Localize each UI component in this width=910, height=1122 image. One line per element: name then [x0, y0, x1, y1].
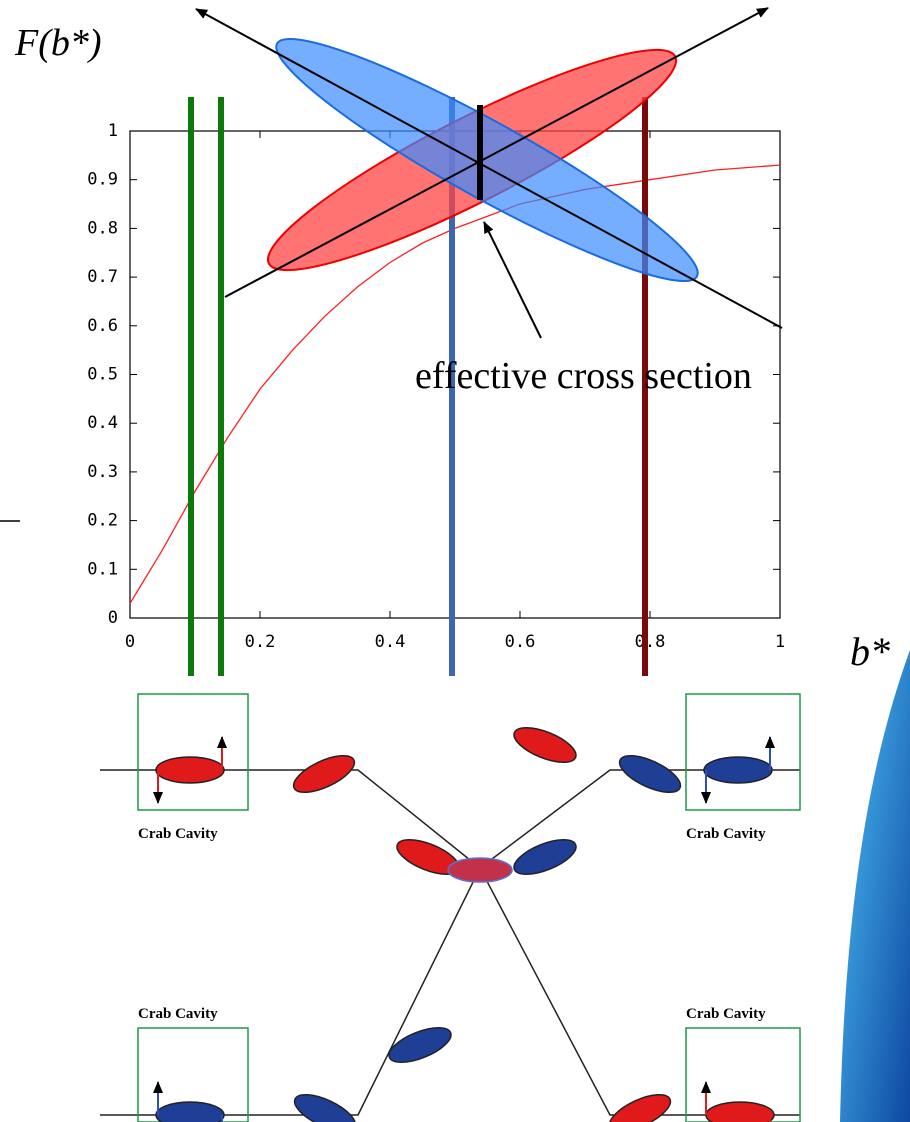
bunch	[289, 748, 360, 799]
beam-path	[100, 770, 800, 1115]
bunch	[510, 833, 581, 882]
y-tick-label: 0.5	[87, 365, 118, 385]
x-tick-label: 0.8	[635, 632, 666, 652]
bunch	[706, 1102, 774, 1122]
y-tick-label: 0.1	[87, 559, 118, 579]
bunch	[615, 748, 686, 799]
x-axis-label: b*	[850, 629, 890, 674]
y-tick-label: 0.8	[87, 218, 118, 238]
bunch	[704, 757, 772, 783]
bunch	[156, 757, 224, 783]
y-tick-label: 0	[108, 608, 118, 628]
y-tick-label: 0.4	[87, 413, 118, 433]
cavity-label: Crab Cavity	[138, 1006, 218, 1022]
x-tick-label: 0.6	[505, 632, 536, 652]
page: 0 0.1 0.2 0.3 0.4 0.5 0.6 0.7 0.8 0.9 1 0 0.2 0.4 0.6 0…	[0, 0, 910, 1122]
x-tick-label: 1	[775, 632, 785, 652]
bunch	[290, 1087, 361, 1122]
decor-stripe	[840, 650, 910, 1122]
y-tick-label: 0.7	[87, 267, 118, 287]
x-tick-label: 0.4	[375, 632, 406, 652]
y-axis-label: F(b*)	[14, 22, 102, 64]
bunch	[510, 721, 581, 770]
cavity-label: Crab Cavity	[686, 1006, 766, 1022]
bunch	[605, 1087, 676, 1122]
y-tick-label: 1	[108, 121, 118, 141]
collision	[448, 858, 512, 882]
arrow	[484, 222, 541, 338]
bunch	[156, 1102, 224, 1122]
slide: 0 0.1 0.2 0.3 0.4 0.5 0.6 0.7 0.8 0.9 1 0 0.2 0.4 0.6 0…	[0, 0, 910, 1122]
bunch	[385, 1021, 456, 1070]
annotation: effective cross section	[415, 355, 752, 397]
arrow	[196, 9, 782, 328]
x-tick-label: 0	[125, 632, 135, 652]
beam-path	[100, 770, 800, 1115]
cavity-label: Crab Cavity	[138, 826, 218, 842]
y-tick-label: 0.9	[87, 170, 118, 190]
y-tick-label: 0.6	[87, 316, 118, 336]
x-tick-label: 0.2	[245, 632, 276, 652]
y-tick-label: 0.2	[87, 511, 118, 531]
y-tick-label: 0.3	[87, 462, 118, 482]
crab-diagram	[100, 694, 800, 1122]
cavity-box	[686, 694, 800, 810]
cavity-box	[138, 694, 248, 810]
cavity-label: Crab Cavity	[686, 826, 766, 842]
